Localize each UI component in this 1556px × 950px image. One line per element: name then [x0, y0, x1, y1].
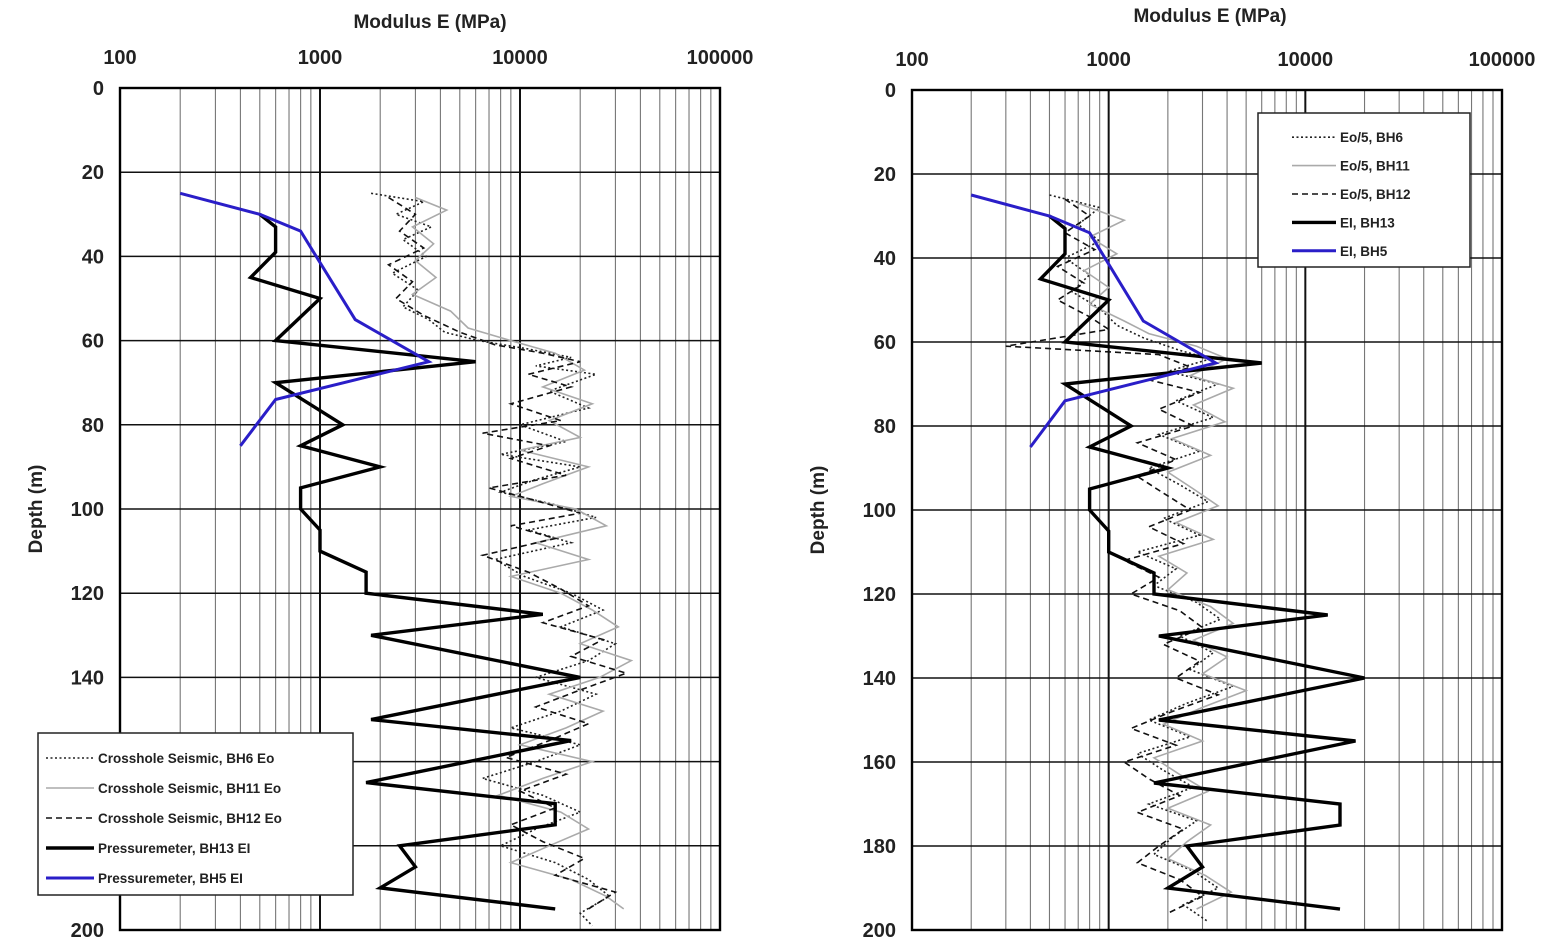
y-tick-label: 200	[71, 920, 104, 942]
x-tick-label: 100000	[687, 47, 754, 69]
y-tick-label: 20	[874, 164, 896, 186]
series-line-pressuremeter-bh13-ei	[247, 212, 581, 911]
x-tick-label: 100	[895, 49, 928, 71]
legend: Crosshole Seismic, BH6 Eo Crosshole Seism…	[37, 732, 354, 896]
legend-label: Pressuremeter, BH5 EI	[98, 871, 243, 886]
y-tick-label: 0	[93, 78, 104, 100]
y-tick-label: 80	[82, 415, 104, 437]
series-line-crosshole-seismic-bh6-eo	[370, 192, 618, 927]
series-line-ei-bh5	[970, 193, 1220, 448]
x-tick-label: 100	[103, 47, 136, 69]
series-line-eo-5-bh6	[1049, 194, 1236, 923]
series-line-ei-bh13	[1037, 214, 1365, 911]
x-tick-label: 1000	[1086, 49, 1131, 71]
legend-box	[1257, 112, 1471, 268]
y-tick-label: 100	[863, 500, 896, 522]
x-tick-label: 100000	[1469, 49, 1536, 71]
legend: Eo/5, BH6 Eo/5, BH11 Eo/5, BH12 EI, BH13 EI,…	[1257, 112, 1471, 268]
legend-label: Crosshole Seismic, BH12 Eo	[98, 811, 282, 826]
series-group	[179, 191, 634, 927]
series-line-pressuremeter-bh5-ei	[179, 191, 433, 447]
y-tick-label: 40	[874, 248, 896, 270]
y-tick-label: 80	[874, 416, 896, 438]
x-axis-title: Modulus E (MPa)	[1133, 6, 1286, 27]
y-tick-label: 60	[82, 331, 104, 353]
legend-label: EI, BH13	[1340, 215, 1395, 230]
y-tick-label: 160	[863, 752, 896, 774]
x-axis-title: Modulus E (MPa)	[353, 12, 506, 33]
legend-label: EI, BH5	[1340, 244, 1388, 259]
chart-panel-left: 1001000100001000000204060801001201401601…	[26, 12, 753, 942]
x-tick-label: 10000	[492, 47, 548, 69]
series-line-crosshole-seismic-bh12-eo	[386, 196, 629, 910]
legend-label: Eo/5, BH6	[1340, 130, 1404, 145]
series-group	[970, 193, 1365, 923]
series-line-eo-5-bh12	[1005, 198, 1221, 914]
legend-label: Crosshole Seismic, BH6 Eo	[98, 751, 274, 766]
legend-label: Eo/5, BH11	[1340, 159, 1410, 174]
legend-label: Eo/5, BH12	[1340, 187, 1411, 202]
y-tick-label: 100	[71, 499, 104, 521]
y-tick-label: 120	[71, 583, 104, 605]
legend-label: Pressuremeter, BH13 EI	[98, 841, 250, 856]
series-line-crosshole-seismic-bh11-eo	[410, 196, 634, 910]
y-axis-title: Depth (m)	[26, 465, 47, 554]
plot-frame	[118, 86, 722, 932]
y-tick-label: 0	[885, 80, 896, 102]
x-tick-label: 10000	[1278, 49, 1334, 71]
legend-box	[37, 732, 354, 896]
legend-label: Crosshole Seismic, BH11 Eo	[98, 781, 281, 796]
y-tick-label: 40	[82, 246, 104, 268]
chart-panel-right: 100 1000 10000 100000 0 20 40 60 80 100 120 140 160 1…	[808, 6, 1535, 942]
y-tick-label: 20	[82, 162, 104, 184]
y-axis-title: Depth (m)	[808, 466, 829, 555]
y-tick-label: 120	[863, 584, 896, 606]
y-tick-label: 60	[874, 332, 896, 354]
x-tick-label: 1000	[298, 47, 343, 69]
y-tick-label: 200	[863, 920, 896, 942]
plot-frame	[910, 88, 1504, 932]
y-tick-label: 140	[863, 668, 896, 690]
y-tick-label: 180	[863, 836, 896, 858]
y-tick-label: 140	[71, 667, 104, 689]
